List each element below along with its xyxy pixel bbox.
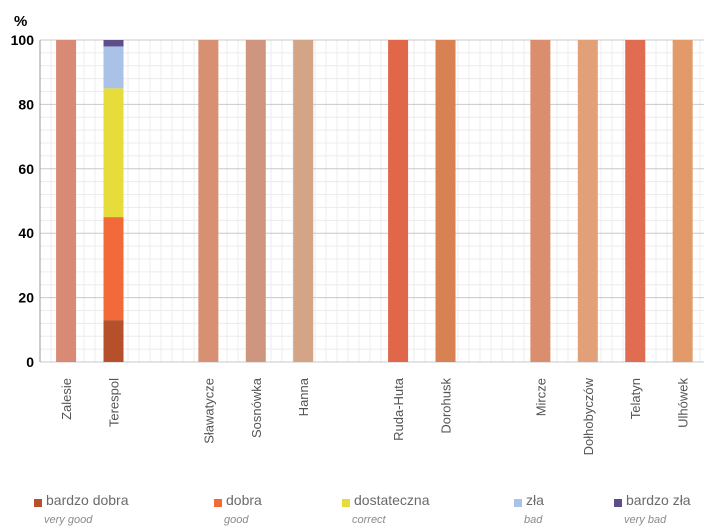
y-axis-label: %: [14, 13, 27, 30]
legend: bardzo dobra very good dobra good dostateczn…: [0, 492, 706, 530]
bars: [56, 40, 693, 362]
y-tick-label: 80: [18, 96, 34, 112]
y-tick-label: 60: [18, 161, 34, 177]
bar: [577, 40, 598, 362]
y-tick-label: 0: [26, 354, 34, 370]
x-tick-label: Telatyn: [628, 378, 643, 419]
y-tick-label: 100: [11, 32, 35, 48]
legend-swatch: [342, 499, 350, 507]
legend-swatch: [214, 499, 222, 507]
bar-segment: [103, 46, 124, 89]
bar: [672, 40, 693, 362]
y-tick-label: 40: [18, 225, 34, 241]
bar-segment: [103, 40, 124, 47]
legend-sublabel: very good: [44, 514, 93, 526]
bar: [198, 40, 219, 362]
legend-swatch: [614, 499, 622, 507]
bar: [293, 40, 314, 362]
legend-swatch: [514, 499, 522, 507]
x-tick-label: Terespol: [107, 378, 122, 427]
bar-segment: [103, 320, 124, 362]
x-tick-label: Sławatycze: [201, 378, 216, 444]
bar: [56, 40, 77, 362]
x-axis-labels: Zalesie Terespol Sławatycze Sosnówka Hanna Ru…: [59, 377, 691, 455]
x-tick-label: Mircze: [533, 378, 548, 416]
grid: [39, 39, 704, 363]
legend-label: dostateczna: [354, 492, 430, 508]
legend-label: bardzo dobra: [46, 492, 129, 508]
x-tick-label: Ruda-Huta: [391, 377, 406, 441]
bar: [435, 40, 456, 362]
legend-sublabel: correct: [352, 514, 386, 526]
bar-segment: [103, 88, 124, 218]
x-tick-label: Ulhówek: [676, 378, 691, 428]
x-tick-label: Hanna: [296, 377, 311, 416]
legend-sublabel: good: [224, 514, 249, 526]
x-tick-label: Dołhobyczów: [581, 377, 596, 455]
bar: [245, 40, 266, 362]
legend-sublabel: very bad: [624, 514, 667, 526]
legend-swatch: [34, 499, 42, 507]
bar: [388, 40, 409, 362]
bar: [530, 40, 551, 362]
legend-sublabel: bad: [524, 514, 543, 526]
legend-label: zła: [526, 492, 544, 508]
x-tick-label: Zalesie: [59, 378, 74, 420]
y-axis: % 0 20 40 60 80 100: [11, 13, 35, 370]
legend-label: bardzo zła: [626, 492, 691, 508]
y-tick-label: 20: [18, 290, 34, 306]
bar-segment: [103, 217, 124, 321]
stacked-bar-chart: % 0 20 40 60 80 100 Zalesie Terespol Sławatycze…: [11, 13, 704, 455]
legend-label: dobra: [226, 492, 262, 508]
x-tick-label: Sosnówka: [249, 377, 264, 438]
x-tick-label: Dorohusk: [439, 378, 454, 434]
bar: [625, 40, 646, 362]
